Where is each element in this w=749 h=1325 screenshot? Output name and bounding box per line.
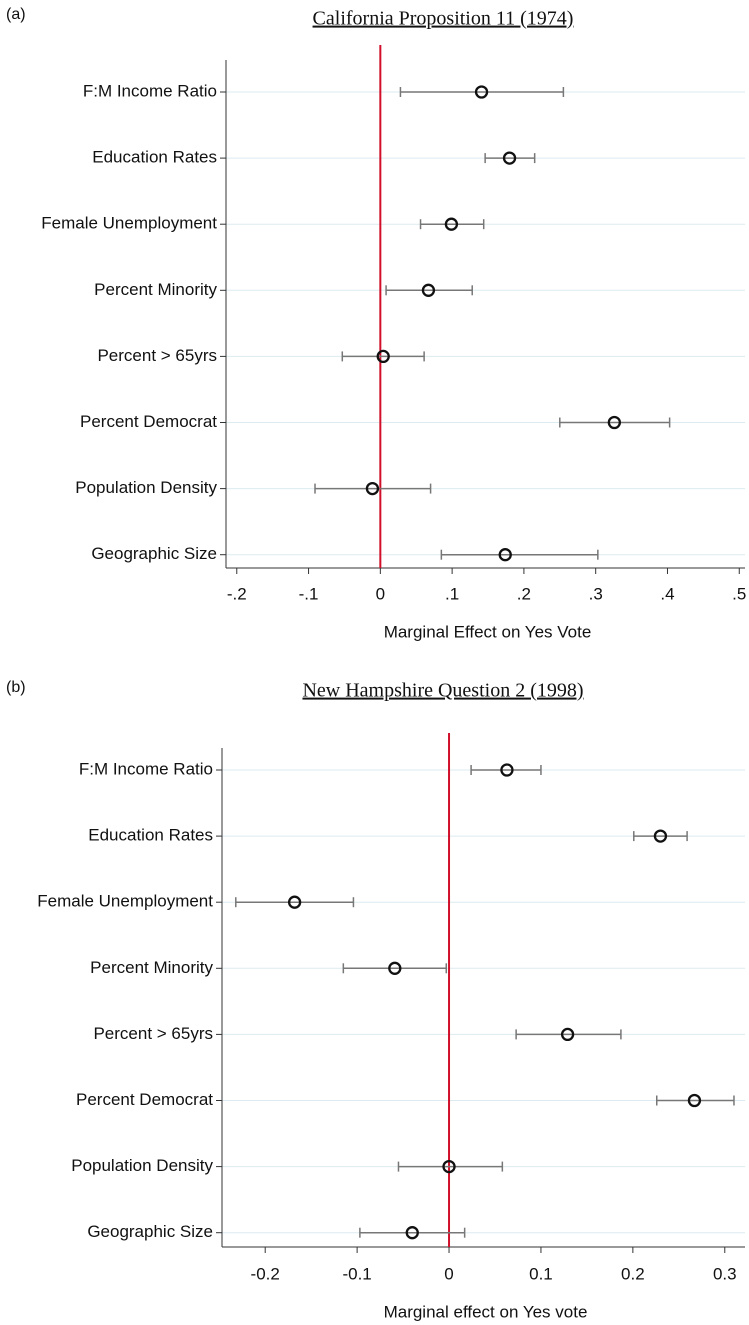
y-tick-label: Education Rates <box>92 148 217 167</box>
y-tick-label: Percent Democrat <box>76 1090 213 1109</box>
x-tick-label: .2 <box>517 584 531 603</box>
y-tick-label: Percent > 65yrs <box>97 346 217 365</box>
point <box>376 349 390 364</box>
x-tick-label: .3 <box>589 584 603 603</box>
panel-label: (b) <box>6 679 26 696</box>
point <box>421 283 436 297</box>
y-tick-label: Geographic Size <box>87 1222 213 1241</box>
y-tick-label: Female Unemployment <box>37 892 213 911</box>
x-axis-label: Marginal effect on Yes vote <box>384 1302 588 1321</box>
y-tick-label: Population Density <box>71 1156 213 1175</box>
point <box>388 961 402 975</box>
y-tick-label: F:M Income Ratio <box>83 81 217 100</box>
x-tick-label: -.1 <box>299 584 319 603</box>
y-tick-label: Geographic Size <box>91 544 217 563</box>
chart-title: New Hampshire Question 2 (1998) <box>302 680 583 702</box>
point <box>498 548 512 562</box>
point <box>442 1159 456 1174</box>
x-tick-label: -0.2 <box>251 1264 280 1283</box>
point <box>653 829 668 843</box>
x-tick-label: -0.1 <box>342 1264 371 1283</box>
point <box>405 1226 419 1240</box>
x-tick-label: .1 <box>445 584 459 603</box>
panel-label: (a) <box>6 6 26 23</box>
point <box>607 415 622 430</box>
y-tick-label: Education Rates <box>88 826 213 845</box>
x-tick-label: 0.1 <box>529 1264 553 1283</box>
x-tick-label: 0.3 <box>713 1264 737 1283</box>
point <box>687 1093 702 1108</box>
y-tick-label: Percent Democrat <box>80 412 217 431</box>
x-tick-label: -.2 <box>227 584 247 603</box>
x-tick-label: .4 <box>660 584 674 603</box>
point <box>444 217 459 231</box>
x-tick-label: .5 <box>732 584 746 603</box>
point <box>365 481 380 496</box>
y-tick-label: Percent Minority <box>90 958 213 977</box>
y-tick-label: F:M Income Ratio <box>79 759 213 778</box>
chart-title: California Proposition 11 (1974) <box>313 8 574 30</box>
point <box>560 1027 575 1042</box>
y-tick-label: Population Density <box>75 478 217 497</box>
point <box>474 85 489 99</box>
x-tick-label: 0 <box>376 584 385 603</box>
point <box>287 895 302 909</box>
y-tick-label: Percent Minority <box>94 280 217 299</box>
x-tick-label: 0.2 <box>621 1264 645 1283</box>
point <box>502 151 517 165</box>
y-tick-label: Percent > 65yrs <box>93 1024 213 1043</box>
x-tick-label: 0 <box>444 1264 453 1283</box>
point <box>500 763 514 777</box>
x-axis-label: Marginal Effect on Yes Vote <box>384 622 592 641</box>
y-tick-label: Female Unemployment <box>41 214 217 233</box>
